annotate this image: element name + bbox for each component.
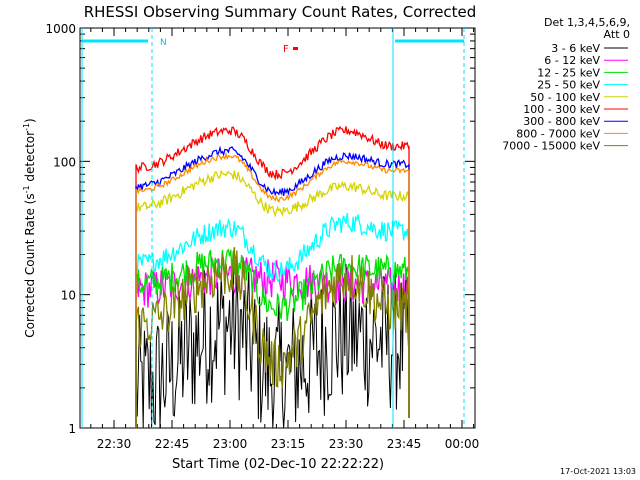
- x-tick-label: 22:30: [97, 437, 132, 451]
- y-tick-label: 100: [53, 155, 76, 169]
- chart-title: RHESSI Observing Summary Count Rates, Co…: [84, 3, 477, 21]
- plot-frame: [79, 27, 476, 429]
- series-line: [135, 169, 410, 428]
- legend-header: Det 1,3,4,5,6,9, Att 0: [544, 16, 630, 41]
- x-tick-label: 23:00: [213, 437, 248, 451]
- y-label-sup1: -1: [22, 185, 31, 193]
- series-line: [135, 125, 410, 428]
- x-tick-label: 22:45: [155, 437, 190, 451]
- flag-f-marker: [293, 47, 298, 50]
- y-label-sup2: -1: [22, 123, 31, 131]
- legend-header-line-2: Att 0: [604, 28, 630, 41]
- y-tick-label: 10: [61, 289, 76, 303]
- series-line: [135, 248, 410, 428]
- x-axis-label: Start Time (02-Dec-10 22:22:22): [172, 457, 384, 472]
- observing-overlays: NF: [81, 28, 465, 428]
- y-label-main: Corrected Count Rate (s: [23, 193, 37, 337]
- timestamp-label: 17-Oct-2021 13:03: [560, 467, 636, 476]
- legend-label: 800 - 7000 keV: [516, 127, 600, 140]
- legend-label: 25 - 50 keV: [537, 79, 600, 92]
- legend-label: 7000 - 15000 keV: [502, 140, 600, 153]
- plot-area: NF: [79, 27, 476, 429]
- flag-n-label: N: [160, 38, 167, 48]
- series-line: [135, 258, 410, 429]
- series-line: [135, 151, 410, 428]
- legend-label: 50 - 100 keV: [530, 91, 600, 104]
- y-tick-labels: 1 10 100 1000: [45, 22, 76, 436]
- x-tick-label: 23:15: [271, 437, 306, 451]
- legend-label: 100 - 300 keV: [523, 103, 600, 116]
- flag-f-label: F: [283, 44, 289, 55]
- legend-header-line-1: Det 1,3,4,5,6,9,: [544, 16, 630, 29]
- y-label-end: ): [23, 118, 37, 123]
- legend-label: 6 - 12 keV: [544, 54, 600, 67]
- legend-label: 300 - 800 keV: [523, 115, 600, 128]
- y-label-mid: detector: [23, 131, 37, 186]
- y-tick-label: 1000: [45, 22, 76, 36]
- series-line: [135, 247, 410, 428]
- axis-ticks: [80, 27, 475, 429]
- y-axis-label: Corrected Count Rate (s-1 detector-1): [22, 118, 37, 337]
- legend-label: 12 - 25 keV: [537, 66, 600, 79]
- x-tick-labels: 22:30 22:45 23:00 23:15 23:30 23:45 00:00: [97, 437, 480, 451]
- series-line: [135, 145, 410, 428]
- x-tick-label: 23:30: [329, 437, 364, 451]
- x-tick-label: 23:45: [387, 437, 422, 451]
- y-tick-label: 1: [68, 422, 76, 436]
- series-layer: [135, 125, 410, 429]
- legend-label: 3 - 6 keV: [551, 42, 600, 55]
- series-line: [135, 212, 410, 428]
- x-tick-label: 00:00: [445, 437, 480, 451]
